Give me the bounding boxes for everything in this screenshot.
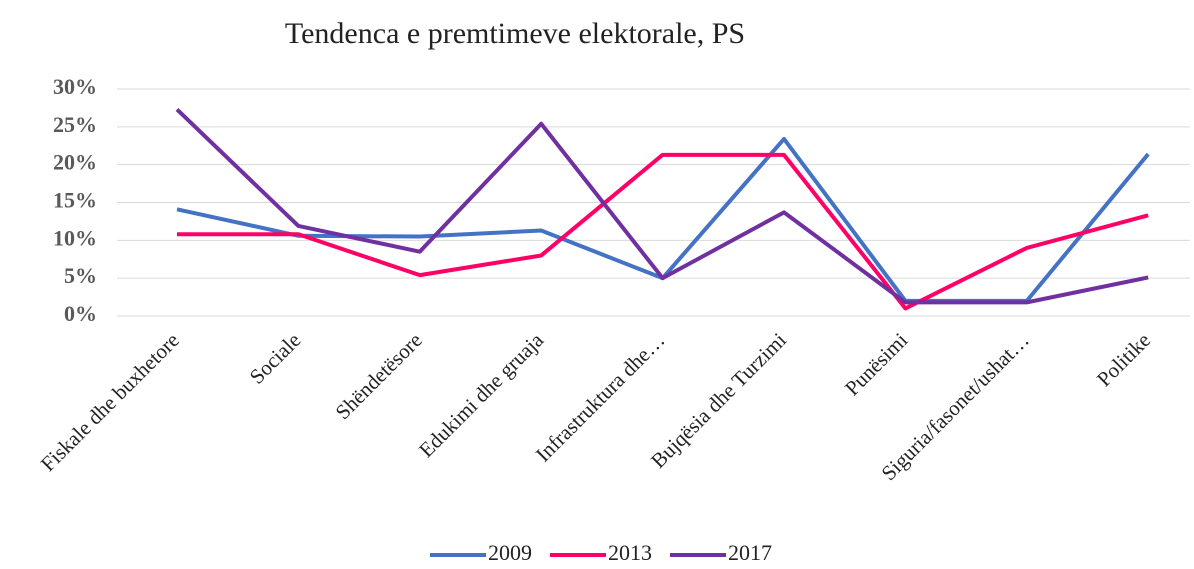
x-tick-label: Sociale [245, 328, 306, 389]
x-tick-label: Infrastruktura dhe… [531, 328, 670, 467]
x-tick-label: Shëndetësore [331, 328, 427, 424]
y-tick-label: 20% [53, 150, 97, 175]
y-tick-label: 0% [64, 301, 97, 326]
y-tick-label: 25% [53, 112, 97, 137]
legend-label: 2017 [728, 540, 772, 565]
y-tick-label: 10% [53, 225, 97, 250]
x-tick-label: Fiskale dhe buxhetore [36, 328, 184, 476]
legend-label: 2009 [488, 540, 532, 565]
y-tick-label: 5% [64, 263, 97, 288]
x-tick-label: Edukimi dhe gruaja [414, 327, 549, 462]
legend-label: 2013 [608, 540, 652, 565]
x-tick-label: Bujqësia dhe Turzimi [646, 328, 791, 473]
y-tick-label: 30% [53, 74, 97, 99]
series-line [175, 107, 1149, 305]
x-tick-label: Punësimi [840, 328, 912, 400]
chart-title: Tendenca e premtimeve elektorale, PS [285, 17, 745, 50]
x-tick-label: Politike [1092, 328, 1155, 391]
y-tick-label: 15% [53, 188, 97, 213]
series-line [177, 152, 1149, 311]
